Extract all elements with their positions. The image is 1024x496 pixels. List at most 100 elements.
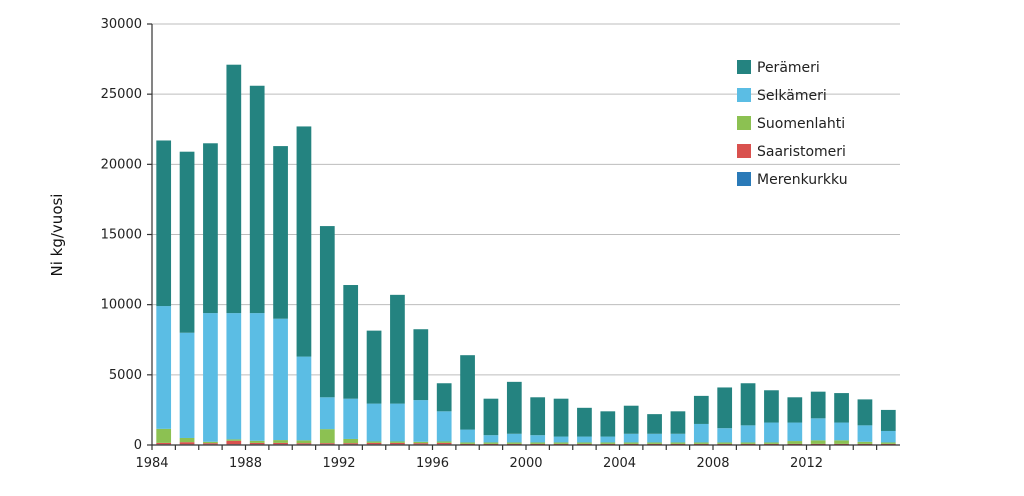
bar-segment-perämeri-1996 <box>436 383 452 412</box>
bar-segment-suomenlahti-2015 <box>880 442 896 444</box>
bar-segment-suomenlahti-2013 <box>834 440 849 444</box>
legend-label-selkämeri: Selkämeri <box>757 88 827 104</box>
bar-segment-selkämeri-2006 <box>670 433 686 443</box>
bar-segment-suomenlahti-2003 <box>600 442 616 444</box>
bar-segment-selkämeri-1989 <box>273 318 288 441</box>
y-tick-label: 15000 <box>101 228 142 243</box>
bar-segment-selkämeri-1995 <box>413 400 429 442</box>
bar-segment-suomenlahti-2011 <box>787 441 803 444</box>
bar-segment-suomenlahti-2008 <box>717 442 733 444</box>
bar-segment-selkämeri-1992 <box>343 398 359 439</box>
bar-segment-perämeri-2012 <box>810 391 826 419</box>
bar-segment-selkämeri-2013 <box>834 422 849 441</box>
bar-segment-selkämeri-1991 <box>319 397 335 430</box>
bar-segment-perämeri-1988 <box>249 85 265 314</box>
bar-segment-suomenlahti-1995 <box>413 441 429 444</box>
bar-segment-saaristomeri-2012 <box>810 443 826 445</box>
bar-segment-suomenlahti-1993 <box>366 441 382 443</box>
x-tick-label: 1988 <box>229 456 262 471</box>
bar-segment-suomenlahti-1988 <box>249 440 265 443</box>
bar-segment-perämeri-2001 <box>553 398 569 437</box>
y-tick-label: 30000 <box>101 17 142 32</box>
bar-segment-selkämeri-2010 <box>764 422 779 443</box>
legend-swatch-merenkurkku <box>737 172 751 186</box>
bar-segment-perämeri-1986 <box>203 143 218 314</box>
y-tick-label: 0 <box>134 438 142 453</box>
legend-swatch-suomenlahti <box>737 116 751 130</box>
bar-segment-suomenlahti-2002 <box>577 442 592 444</box>
bar-segment-selkämeri-2007 <box>693 423 709 443</box>
bar-segment-perämeri-2010 <box>764 390 779 423</box>
x-tick-label: 1984 <box>135 456 168 471</box>
bar-segment-saaristomeri-2010 <box>764 443 779 445</box>
bar-segment-suomenlahti-1986 <box>203 441 218 444</box>
bar-segment-perämeri-2002 <box>577 407 592 437</box>
bar-segment-saaristomeri-1985 <box>179 442 195 445</box>
y-axis-title: Ni kg/vuosi <box>48 194 66 277</box>
bar-segment-suomenlahti-2014 <box>857 441 873 444</box>
bar-segment-saaristomeri-2002 <box>577 443 592 445</box>
bar-segment-perämeri-2008 <box>717 387 733 429</box>
legend-label-merenkurkku: Merenkurkku <box>757 172 848 188</box>
bar-segment-selkämeri-1997 <box>460 429 475 443</box>
y-tick-label: 5000 <box>109 368 142 383</box>
bar-segment-perämeri-1998 <box>483 398 499 436</box>
bar-segment-suomenlahti-2009 <box>740 442 756 444</box>
bar-segment-perämeri-1991 <box>319 226 335 398</box>
bar-segment-selkämeri-1993 <box>366 403 382 442</box>
bar-segment-suomenlahti-1991 <box>319 429 335 444</box>
bar-segment-perämeri-2009 <box>740 383 756 426</box>
bar-segment-suomenlahti-1996 <box>436 441 452 443</box>
bar-segment-perämeri-2000 <box>530 397 546 436</box>
bar-segment-suomenlahti-1992 <box>343 438 359 444</box>
bar-segment-selkämeri-2012 <box>810 418 826 441</box>
bar-segment-saaristomeri-2008 <box>717 443 733 445</box>
y-tick-label: 25000 <box>101 87 142 102</box>
bar-segment-suomenlahti-1984 <box>156 428 172 443</box>
bar-segment-suomenlahti-1985 <box>179 437 195 443</box>
bar-segment-saaristomeri-1993 <box>366 442 382 445</box>
bar-segment-selkämeri-1987 <box>226 313 242 440</box>
x-tick-label: 2012 <box>790 456 823 471</box>
bar-segment-perämeri-1997 <box>460 355 475 430</box>
bar-segment-perämeri-1985 <box>179 151 195 333</box>
bar-segment-saaristomeri-2001 <box>553 443 569 445</box>
bar-segment-suomenlahti-1994 <box>390 441 405 443</box>
bar-segment-selkämeri-2003 <box>600 436 616 443</box>
bar-segment-saaristomeri-2005 <box>647 443 662 445</box>
bar-segment-selkämeri-2015 <box>880 430 896 443</box>
bar-segment-selkämeri-2002 <box>577 436 592 443</box>
bar-segment-suomenlahti-2007 <box>693 442 709 444</box>
x-tick-label: 2008 <box>696 456 729 471</box>
bar-segment-perämeri-2014 <box>857 399 873 426</box>
bar-segment-selkämeri-1988 <box>249 313 265 441</box>
bar-segment-perämeri-2011 <box>787 397 803 423</box>
bar-segment-perämeri-1994 <box>390 294 405 404</box>
bar-segment-perämeri-2005 <box>647 414 662 434</box>
bar-segment-suomenlahti-1999 <box>506 442 522 444</box>
bar-segment-saaristomeri-1995 <box>413 443 429 445</box>
x-tick-label: 2000 <box>509 456 542 471</box>
bar-segment-saaristomeri-2011 <box>787 443 803 445</box>
bar-segment-perämeri-2007 <box>693 395 709 424</box>
bar-segment-selkämeri-2011 <box>787 422 803 442</box>
bar-segment-saaristomeri-2009 <box>740 443 756 445</box>
bar-segment-saaristomeri-2013 <box>834 443 849 445</box>
bar-segment-selkämeri-2001 <box>553 436 569 443</box>
bar-segment-selkämeri-1984 <box>156 306 172 429</box>
bar-segment-saaristomeri-2007 <box>693 443 709 445</box>
axis-layer: 0 5000 10000 15000 20000 25000 30000 1984 1988 19… <box>101 17 900 471</box>
bar-segment-suomenlahti-1998 <box>483 442 499 444</box>
bar-segment-suomenlahti-1997 <box>460 442 475 444</box>
bar-segment-suomenlahti-2001 <box>553 442 569 444</box>
bar-segment-suomenlahti-2004 <box>623 442 639 444</box>
bar-segment-saaristomeri-2006 <box>670 443 686 445</box>
bar-segment-perämeri-1995 <box>413 329 429 401</box>
bar-segment-perämeri-1984 <box>156 140 172 307</box>
bar-segment-saaristomeri-1989 <box>273 442 288 445</box>
bars-layer <box>156 64 896 445</box>
bar-segment-perämeri-1999 <box>506 381 522 434</box>
bar-segment-perämeri-1987 <box>226 64 242 314</box>
